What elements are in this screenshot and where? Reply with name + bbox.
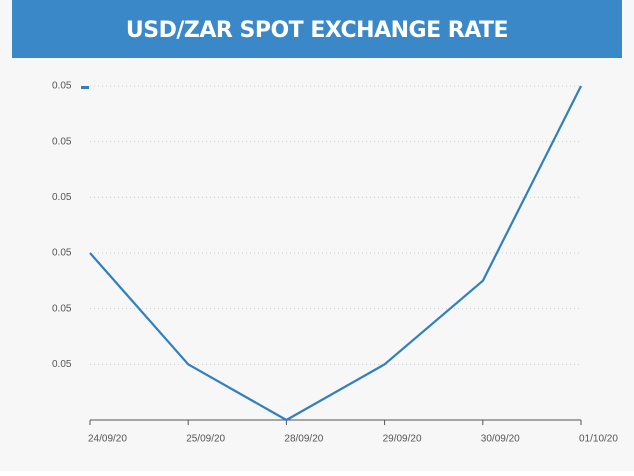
y-tick-label: 0.05 <box>52 248 72 259</box>
x-tick-label: 30/09/20 <box>481 434 520 445</box>
x-tick-label: 01/10/20 <box>579 434 618 445</box>
y-tick-label: 0.05 <box>52 136 72 147</box>
y-tick-label: 0.05 <box>52 303 72 314</box>
legend-swatch <box>81 86 89 89</box>
line-series <box>89 85 582 422</box>
x-tick-label: 24/09/20 <box>88 434 127 445</box>
x-tick-label: 29/09/20 <box>383 434 422 445</box>
y-tick-label: 0.05 <box>52 81 72 92</box>
title-bar <box>12 0 622 58</box>
x-tick-label: 25/09/20 <box>186 434 225 445</box>
y-tick-label: 0.05 <box>52 192 72 203</box>
x-tick-label: 28/09/20 <box>284 434 323 445</box>
y-tick-label: 0.05 <box>52 359 72 370</box>
chart-title: USD/ZAR SPOT EXCHANGE RATE <box>126 18 508 43</box>
